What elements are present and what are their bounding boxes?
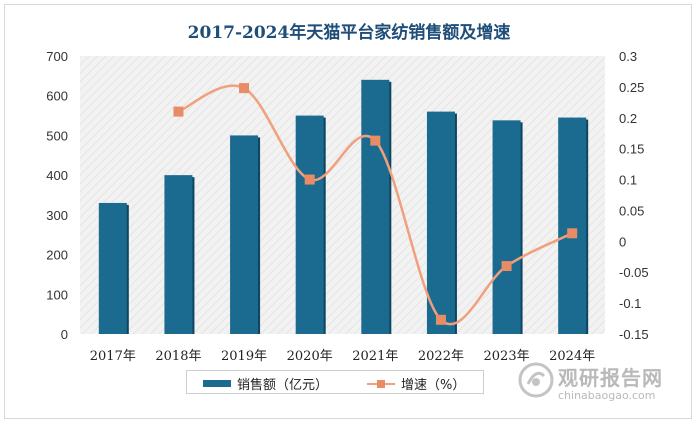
y2-tick-label: 0.1 <box>619 173 637 188</box>
plot-area <box>80 56 605 334</box>
legend-label-sales: 销售额（亿元） <box>237 378 329 393</box>
y2-tick-label: -0.05 <box>619 265 649 280</box>
x-tick-label: 2018年 <box>155 349 201 364</box>
growth-point-2020年 <box>304 174 315 185</box>
chart-title: 2017-2024年天猫平台家纺销售额及增速 <box>187 23 511 43</box>
legend-item-growth: 增速（%） <box>367 374 465 393</box>
y2-tick-label: 0.25 <box>619 80 644 95</box>
growth-point-2023年 <box>501 261 512 272</box>
y-tick-label: 600 <box>46 89 68 104</box>
y2-tick-label: 0.05 <box>619 203 644 218</box>
growth-point-2024年 <box>567 228 578 239</box>
growth-point-2021年 <box>370 135 381 146</box>
x-tick-label: 2024年 <box>549 349 595 364</box>
legend: 销售额（亿元） 增速（%） <box>186 370 484 394</box>
watermark-domain: chinabaogao.com <box>558 389 656 402</box>
y2-tick-label: 0.3 <box>619 49 637 64</box>
y-tick-label: 300 <box>46 208 68 223</box>
y2-tick-label: 0.2 <box>619 111 637 126</box>
bar-2020年 <box>295 115 324 334</box>
bar-2024年 <box>558 117 587 334</box>
y-tick-label: 400 <box>46 168 68 183</box>
x-tick-label: 2023年 <box>484 349 530 364</box>
bar-2022年 <box>426 111 455 334</box>
y-tick-label: 500 <box>46 128 68 143</box>
watermark-name: 观研报告网 <box>558 366 663 390</box>
legend-swatch-line <box>367 379 395 388</box>
watermark: 观研报告网 chinabaogao.com <box>518 358 688 408</box>
y-tick-label: 100 <box>46 287 68 302</box>
x-tick-label: 2019年 <box>221 349 267 364</box>
y-tick-label: 700 <box>46 49 68 64</box>
y-tick-label: 0 <box>61 327 68 342</box>
x-tick-label: 2020年 <box>287 349 333 364</box>
growth-point-2018年 <box>173 106 184 117</box>
y2-tick-label: 0.15 <box>619 142 644 157</box>
y2-tick-label: 0 <box>619 234 626 249</box>
bar-2018年 <box>164 175 193 334</box>
bar-2023年 <box>492 120 521 334</box>
growth-point-2022年 <box>435 314 446 325</box>
watermark-logo-icon <box>518 362 554 398</box>
x-tick-label: 2022年 <box>418 349 464 364</box>
legend-label-growth: 增速（%） <box>401 378 466 393</box>
x-tick-label: 2017年 <box>90 349 136 364</box>
bar-2019年 <box>230 135 259 334</box>
y-tick-label: 200 <box>46 248 68 263</box>
x-tick-label: 2021年 <box>352 349 398 364</box>
y2-tick-label: -0.15 <box>619 327 649 342</box>
legend-swatch-bar <box>203 380 231 387</box>
legend-item-sales: 销售额（亿元） <box>203 374 328 393</box>
y2-tick-label: -0.1 <box>619 296 641 311</box>
growth-point-2019年 <box>239 83 250 94</box>
bar-2017年 <box>98 202 127 334</box>
bar-2021年 <box>361 79 390 334</box>
